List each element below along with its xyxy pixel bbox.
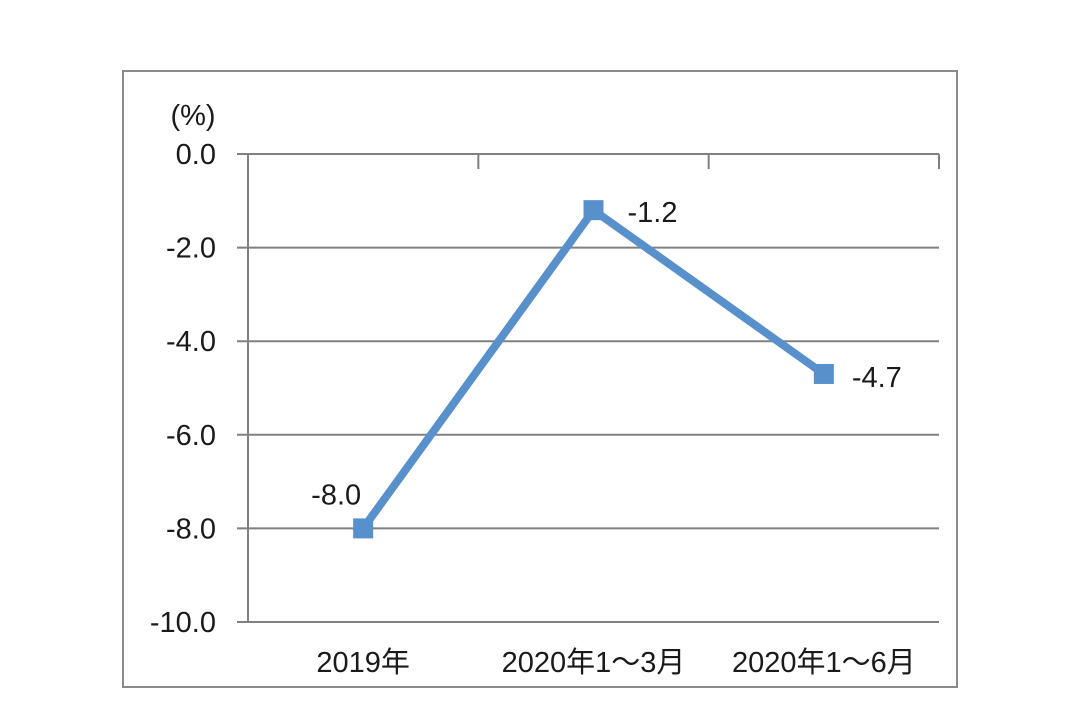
line-chart: 0.0 -2.0 -4.0 -6.0 -8.0 -10.0 -8.0 -1.2 -4.7 2019… [150,139,940,679]
x-axis-tick-label: 2019年 [316,646,410,679]
y-axis-tick-label: -2.0 [166,233,216,265]
y-axis-tick-label: -8.0 [166,513,216,545]
y-axis-tick-label: 0.0 [176,139,216,171]
y-axis-unit-label: (%) [170,100,216,132]
data-label: -1.2 [628,197,678,229]
data-point-marker [583,200,604,221]
data-point-marker [813,363,834,384]
chart-frame: (%) 0.0 -2.0 -4.0 -6.0 -8.0 -10.0 -8.0 -1.2 -4.7… [122,70,958,688]
data-label: -8.0 [311,479,361,511]
x-axis-tick-label: 2020年1～3月 [502,646,686,679]
data-label: -4.7 [852,362,902,394]
y-axis-tick-label: -6.0 [166,420,216,452]
data-point-marker [353,518,374,539]
series-line [359,206,827,531]
y-axis-tick-label: -4.0 [166,326,216,358]
y-axis-tick-label: -10.0 [150,607,216,639]
x-axis-tick-label: 2020年1～6月 [732,646,916,679]
